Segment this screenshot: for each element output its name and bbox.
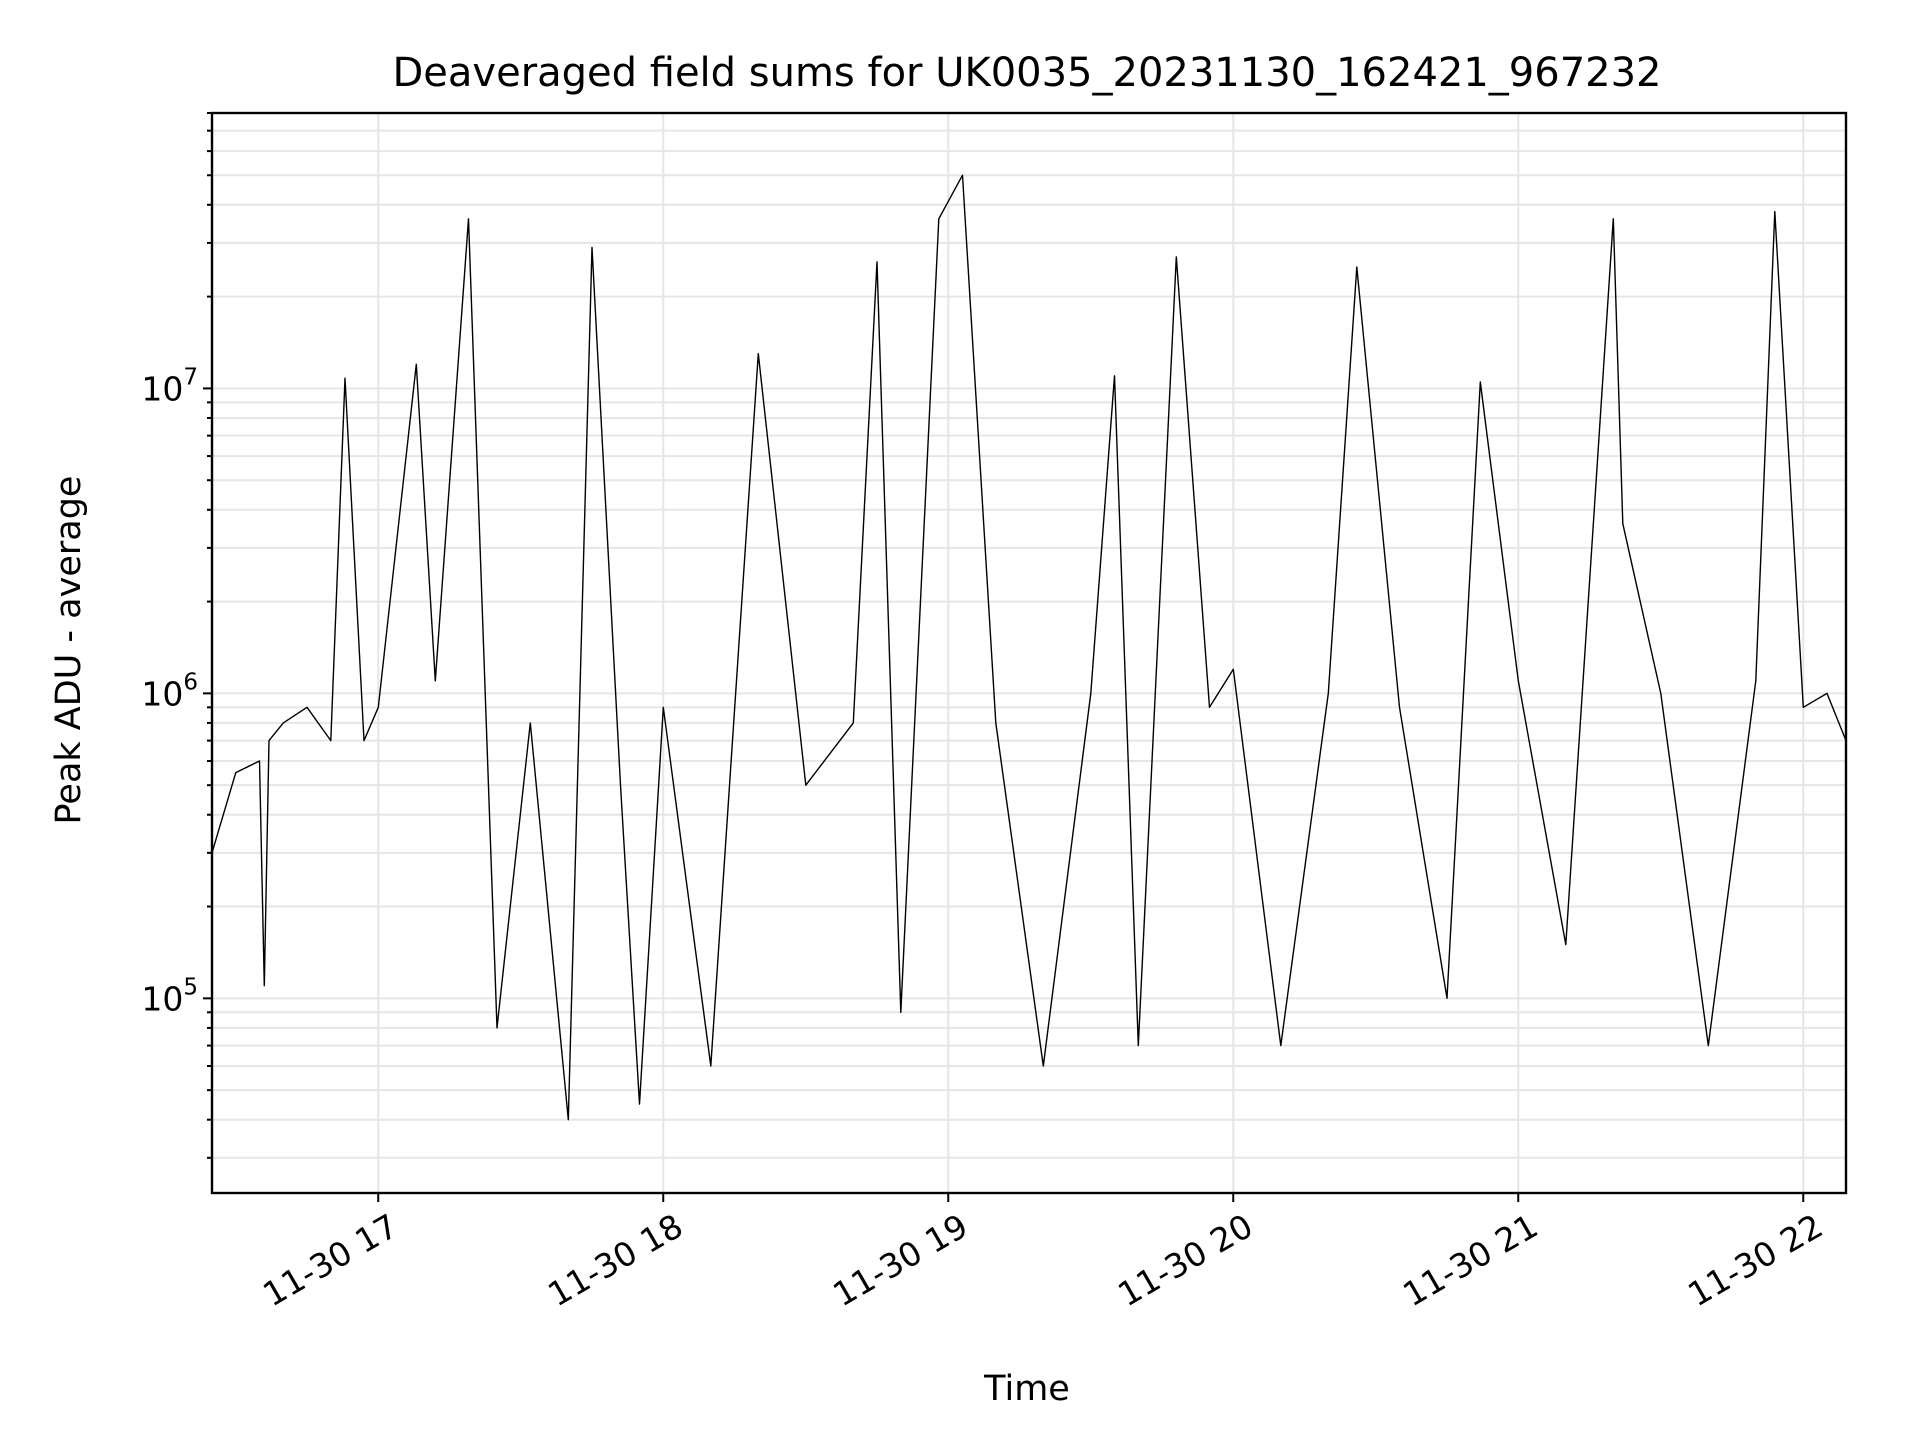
y-axis-label: Peak ADU - average [49, 476, 89, 825]
x-tick-label: 11-30 18 [541, 1206, 689, 1314]
y-tick-label: 107 [141, 364, 198, 408]
grid-lines [212, 112, 1846, 1193]
y-tick-labels: 105 106 107 [141, 364, 198, 1018]
series-line [211, 174, 1847, 1121]
y-tick-label: 105 [141, 974, 198, 1018]
x-tick-labels: 11-30 17 11-30 18 11-30 19 11-30 20 11-30 21… [256, 1206, 1829, 1314]
axis-ticks [203, 112, 1805, 1202]
x-tick-label: 11-30 17 [256, 1206, 404, 1314]
x-tick-label: 11-30 22 [1681, 1206, 1829, 1314]
x-tick-label: 11-30 19 [826, 1206, 974, 1314]
chart-title: Deaveraged field sums for UK0035_2023113… [392, 50, 1661, 96]
y-tick-label: 106 [141, 669, 198, 713]
plot-frame [210, 111, 1848, 1195]
x-axis-label: Time [983, 1369, 1070, 1409]
x-tick-label: 11-30 21 [1396, 1206, 1544, 1314]
x-tick-label: 11-30 20 [1111, 1206, 1259, 1314]
